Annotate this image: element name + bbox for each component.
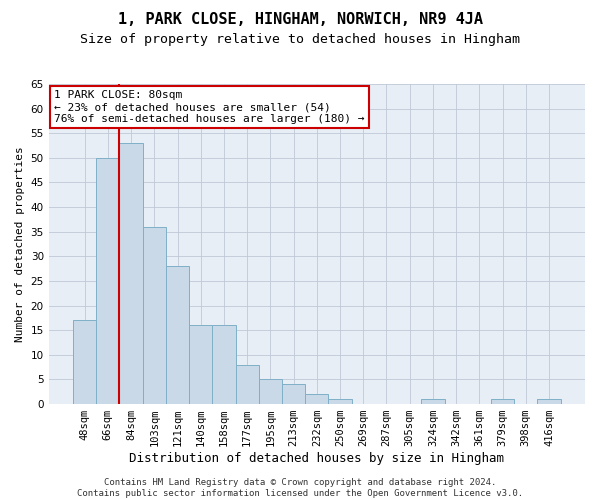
Bar <box>328 399 352 404</box>
Y-axis label: Number of detached properties: Number of detached properties <box>15 146 25 342</box>
X-axis label: Distribution of detached houses by size in Hingham: Distribution of detached houses by size … <box>130 452 505 465</box>
Bar <box>143 227 166 404</box>
Bar <box>538 399 560 404</box>
Text: 1, PARK CLOSE, HINGHAM, NORWICH, NR9 4JA: 1, PARK CLOSE, HINGHAM, NORWICH, NR9 4JA <box>118 12 482 28</box>
Bar <box>236 364 259 404</box>
Text: Size of property relative to detached houses in Hingham: Size of property relative to detached ho… <box>80 32 520 46</box>
Bar <box>96 158 119 404</box>
Bar <box>259 380 282 404</box>
Text: Contains HM Land Registry data © Crown copyright and database right 2024.
Contai: Contains HM Land Registry data © Crown c… <box>77 478 523 498</box>
Bar <box>189 326 212 404</box>
Bar <box>119 143 143 404</box>
Bar <box>305 394 328 404</box>
Bar <box>73 320 96 404</box>
Bar <box>212 326 236 404</box>
Bar <box>166 266 189 404</box>
Bar <box>282 384 305 404</box>
Text: 1 PARK CLOSE: 80sqm
← 23% of detached houses are smaller (54)
76% of semi-detach: 1 PARK CLOSE: 80sqm ← 23% of detached ho… <box>54 90 365 124</box>
Bar <box>421 399 445 404</box>
Bar <box>491 399 514 404</box>
